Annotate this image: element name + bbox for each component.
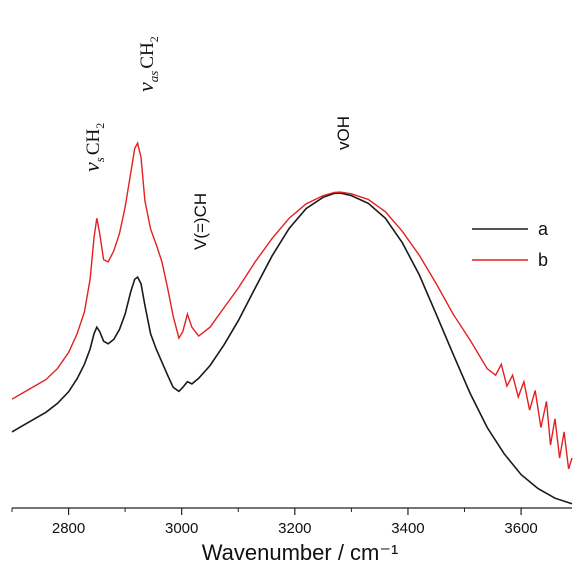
legend-label-a: a — [538, 219, 549, 239]
legend: a b — [472, 219, 549, 270]
x-axis: 2800 3000 3200 3400 3600 Wavenumber / cm⁻¹ — [11, 507, 572, 565]
series-line-b — [11, 141, 573, 470]
x-tick-label: 3000 — [165, 520, 198, 537]
annotation-vs-ch2: νsCH2 — [79, 123, 107, 172]
x-tick-label: 2800 — [52, 520, 85, 537]
x-tick-label: 3600 — [504, 520, 537, 537]
x-axis-ticks: 2800 3000 3200 3400 3600 — [11, 508, 538, 537]
annotation-v-eq-ch: V(=)CH — [191, 193, 210, 250]
annotation-vas-ch2: νasCH2 — [133, 36, 161, 92]
x-tick-label: 3400 — [391, 520, 424, 537]
series-group — [11, 141, 573, 505]
annotation-voh: vOH — [334, 116, 353, 150]
x-tick-label: 3200 — [278, 520, 311, 537]
x-axis-title: Wavenumber / cm⁻¹ — [202, 540, 399, 565]
series-line-a — [11, 192, 573, 505]
legend-label-b: b — [538, 250, 548, 270]
peak-annotations: νsCH2 νasCH2 V(=)CH vOH — [79, 36, 353, 250]
